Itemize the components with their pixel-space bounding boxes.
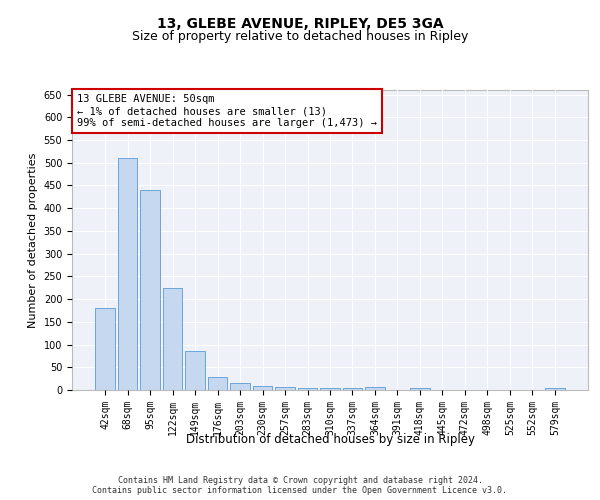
Text: Distribution of detached houses by size in Ripley: Distribution of detached houses by size … — [185, 432, 475, 446]
Bar — [320, 388, 340, 390]
Bar — [163, 288, 182, 390]
Bar — [343, 388, 362, 390]
Bar — [298, 388, 317, 390]
Text: Size of property relative to detached houses in Ripley: Size of property relative to detached ho… — [132, 30, 468, 43]
Bar — [545, 388, 565, 390]
Bar — [410, 388, 430, 390]
Bar — [365, 388, 385, 390]
Bar — [230, 383, 250, 390]
Bar — [208, 378, 227, 390]
Text: 13 GLEBE AVENUE: 50sqm
← 1% of detached houses are smaller (13)
99% of semi-deta: 13 GLEBE AVENUE: 50sqm ← 1% of detached … — [77, 94, 377, 128]
Text: 13, GLEBE AVENUE, RIPLEY, DE5 3GA: 13, GLEBE AVENUE, RIPLEY, DE5 3GA — [157, 18, 443, 32]
Bar — [253, 386, 272, 390]
Bar — [118, 158, 137, 390]
Bar — [95, 308, 115, 390]
Bar — [140, 190, 160, 390]
Bar — [185, 352, 205, 390]
Bar — [275, 388, 295, 390]
Y-axis label: Number of detached properties: Number of detached properties — [28, 152, 38, 328]
Text: Contains HM Land Registry data © Crown copyright and database right 2024.
Contai: Contains HM Land Registry data © Crown c… — [92, 476, 508, 495]
